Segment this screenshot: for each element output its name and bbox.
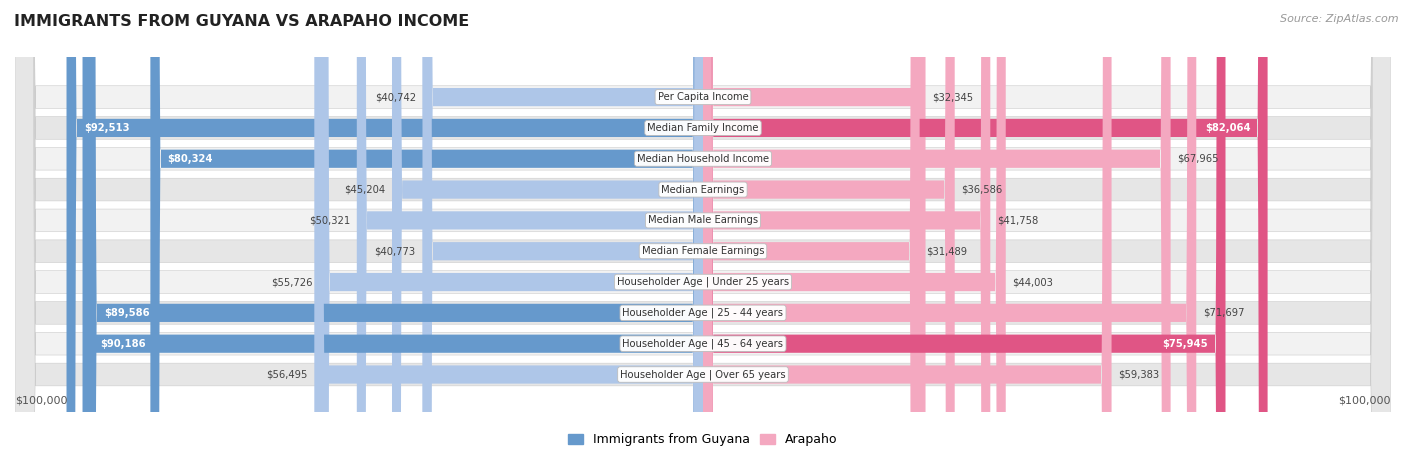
FancyBboxPatch shape <box>315 0 703 467</box>
FancyBboxPatch shape <box>15 0 1391 467</box>
Text: Householder Age | Over 65 years: Householder Age | Over 65 years <box>620 369 786 380</box>
FancyBboxPatch shape <box>15 0 1391 467</box>
Text: $32,345: $32,345 <box>932 92 973 102</box>
Text: $50,321: $50,321 <box>309 215 350 226</box>
FancyBboxPatch shape <box>703 0 990 467</box>
Text: $40,773: $40,773 <box>374 246 416 256</box>
FancyBboxPatch shape <box>15 0 1391 467</box>
FancyBboxPatch shape <box>15 0 1391 467</box>
Text: $56,495: $56,495 <box>266 369 308 380</box>
FancyBboxPatch shape <box>703 0 925 467</box>
Text: Householder Age | 25 - 44 years: Householder Age | 25 - 44 years <box>623 308 783 318</box>
FancyBboxPatch shape <box>150 0 703 467</box>
FancyBboxPatch shape <box>15 0 1391 467</box>
FancyBboxPatch shape <box>319 0 703 467</box>
Text: $92,513: $92,513 <box>84 123 129 133</box>
Text: $45,204: $45,204 <box>344 184 385 195</box>
Text: Median Household Income: Median Household Income <box>637 154 769 164</box>
FancyBboxPatch shape <box>66 0 703 467</box>
Text: $71,697: $71,697 <box>1204 308 1244 318</box>
FancyBboxPatch shape <box>703 0 1197 467</box>
Text: $31,489: $31,489 <box>927 246 967 256</box>
FancyBboxPatch shape <box>703 0 1171 467</box>
FancyBboxPatch shape <box>357 0 703 467</box>
FancyBboxPatch shape <box>392 0 703 467</box>
Text: $89,586: $89,586 <box>104 308 149 318</box>
Text: Householder Age | Under 25 years: Householder Age | Under 25 years <box>617 277 789 287</box>
FancyBboxPatch shape <box>703 0 955 467</box>
Text: Median Earnings: Median Earnings <box>661 184 745 195</box>
Text: $90,186: $90,186 <box>100 339 145 349</box>
Text: $80,324: $80,324 <box>167 154 214 164</box>
FancyBboxPatch shape <box>703 0 1112 467</box>
FancyBboxPatch shape <box>423 0 703 467</box>
Text: Median Male Earnings: Median Male Earnings <box>648 215 758 226</box>
FancyBboxPatch shape <box>83 0 703 467</box>
Legend: Immigrants from Guyana, Arapaho: Immigrants from Guyana, Arapaho <box>564 428 842 451</box>
FancyBboxPatch shape <box>87 0 703 467</box>
Text: Median Family Income: Median Family Income <box>647 123 759 133</box>
Text: $41,758: $41,758 <box>997 215 1039 226</box>
FancyBboxPatch shape <box>15 0 1391 467</box>
FancyBboxPatch shape <box>703 0 1268 467</box>
FancyBboxPatch shape <box>703 0 920 467</box>
Text: Median Female Earnings: Median Female Earnings <box>641 246 765 256</box>
FancyBboxPatch shape <box>703 0 1226 467</box>
Text: Source: ZipAtlas.com: Source: ZipAtlas.com <box>1281 14 1399 24</box>
Text: $36,586: $36,586 <box>962 184 1002 195</box>
FancyBboxPatch shape <box>15 0 1391 467</box>
Text: $67,965: $67,965 <box>1177 154 1219 164</box>
Text: Householder Age | 45 - 64 years: Householder Age | 45 - 64 years <box>623 339 783 349</box>
Text: $75,945: $75,945 <box>1163 339 1208 349</box>
Text: IMMIGRANTS FROM GUYANA VS ARAPAHO INCOME: IMMIGRANTS FROM GUYANA VS ARAPAHO INCOME <box>14 14 470 29</box>
FancyBboxPatch shape <box>15 0 1391 467</box>
Text: $55,726: $55,726 <box>271 277 312 287</box>
Text: $82,064: $82,064 <box>1205 123 1250 133</box>
Text: $40,742: $40,742 <box>374 92 416 102</box>
Text: Per Capita Income: Per Capita Income <box>658 92 748 102</box>
FancyBboxPatch shape <box>703 0 1005 467</box>
Text: $44,003: $44,003 <box>1012 277 1053 287</box>
Text: $100,000: $100,000 <box>1339 396 1391 406</box>
Text: $59,383: $59,383 <box>1118 369 1160 380</box>
FancyBboxPatch shape <box>15 0 1391 467</box>
FancyBboxPatch shape <box>15 0 1391 467</box>
Text: $100,000: $100,000 <box>15 396 67 406</box>
FancyBboxPatch shape <box>422 0 703 467</box>
